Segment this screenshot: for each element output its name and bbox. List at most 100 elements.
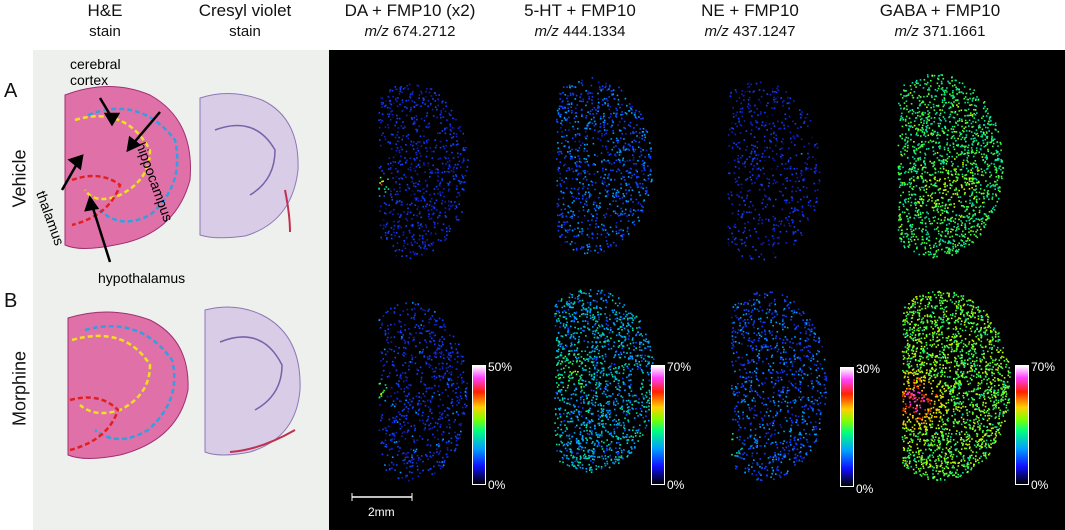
msi-pixel [618, 442, 620, 444]
msi-pixel [590, 213, 593, 216]
msi-pixel [793, 208, 796, 210]
msi-pixel [389, 107, 391, 110]
msi-pixel [974, 152, 976, 155]
msi-pixel [422, 308, 424, 311]
msi-pixel [415, 154, 418, 156]
msi-pixel [454, 449, 456, 451]
msi-pixel [749, 235, 752, 237]
msi-pixel [921, 186, 923, 189]
msi-pixel [802, 214, 804, 216]
msi-pixel [606, 123, 609, 125]
msi-pixel [569, 305, 571, 307]
msi-pixel [399, 329, 402, 332]
msi-pixel [632, 154, 634, 156]
msi-pixel [397, 221, 399, 223]
msi-pixel [999, 141, 1002, 144]
msi-pixel [441, 412, 444, 415]
msi-pixel [589, 121, 591, 124]
msi-pixel [605, 316, 608, 319]
msi-pixel [572, 248, 575, 251]
msi-pixel [962, 163, 964, 166]
msi-pixel [766, 93, 769, 95]
msi-pixel [941, 101, 944, 103]
msi-pixel [772, 215, 775, 218]
msi-pixel [938, 125, 940, 128]
msi-pixel [612, 169, 614, 172]
msi-pixel [576, 169, 579, 171]
msi-pixel [940, 196, 943, 199]
msi-pixel [931, 129, 934, 132]
msi-pixel [575, 197, 578, 200]
msi-pixel [580, 248, 582, 250]
msi-pixel [565, 325, 568, 327]
msi-pixel [923, 132, 926, 135]
msi-pixel [961, 173, 964, 176]
msi-pixel [399, 103, 401, 106]
msi-pixel [445, 237, 447, 240]
msi-pixel [748, 85, 751, 88]
msi-pixel [450, 170, 453, 172]
msi-pixel [401, 435, 403, 437]
msi-pixel [600, 176, 602, 178]
msi-pixel [574, 156, 576, 159]
msi-pixel [399, 427, 402, 430]
msi-pixel [942, 240, 945, 243]
msi-pixel [987, 148, 989, 151]
msi-pixel [399, 186, 401, 189]
msi-pixel [583, 147, 586, 150]
msi-pixel [445, 163, 447, 165]
msi-pixel [407, 456, 409, 458]
msi-pixel [444, 239, 446, 241]
msi-pixel [380, 134, 383, 137]
msi-pixel [566, 443, 569, 446]
msi-pixel [558, 214, 561, 217]
msi-pixel [607, 456, 609, 458]
msi-pixel [575, 115, 577, 117]
msi-pixel [419, 458, 422, 461]
msi-pixel [910, 228, 912, 231]
msi-pixel [913, 141, 915, 143]
msi-pixel [418, 212, 421, 215]
msi-pixel [777, 120, 779, 123]
msi-pixel [778, 242, 780, 245]
msi-pixel [964, 96, 967, 98]
msi-pixel [603, 250, 605, 253]
msi-pixel [644, 192, 647, 195]
msi-pixel [773, 132, 775, 135]
he-section-a [64, 86, 191, 249]
msi-pixel [910, 88, 913, 91]
msi-pixel [955, 88, 958, 91]
msi-pixel [429, 168, 431, 171]
msi-pixel [450, 449, 452, 451]
msi-pixel [431, 473, 433, 475]
msi-pixel [905, 136, 908, 139]
msi-pixel [449, 125, 452, 128]
msi-pixel [930, 193, 933, 196]
msi-pixel [964, 192, 966, 194]
msi-pixel [924, 185, 927, 187]
msi-pixel [907, 220, 910, 222]
msi-pixel [634, 116, 637, 119]
msi-pixel [972, 138, 975, 140]
msi-pixel [936, 134, 938, 137]
msi-pixel [978, 151, 980, 153]
msi-pixel [443, 325, 445, 327]
msi-pixel [786, 180, 788, 182]
msi-pixel [633, 364, 636, 366]
msi-pixel [443, 374, 446, 376]
msi-pixel [610, 395, 612, 397]
msi-pixel [953, 179, 955, 182]
msi-pixel [604, 86, 606, 89]
msi-pixel [424, 116, 426, 119]
msi-pixel [602, 170, 604, 172]
msi-pixel [620, 213, 622, 215]
msi-pixel [641, 138, 643, 140]
msi-pixel [927, 194, 929, 197]
msi-pixel [441, 101, 443, 103]
msi-pixel [442, 354, 445, 356]
msi-pixel [909, 168, 911, 170]
msi-pixel [818, 179, 821, 181]
msi-pixel [612, 200, 615, 202]
msi-pixel [616, 436, 619, 438]
msi-pixel [424, 245, 426, 248]
